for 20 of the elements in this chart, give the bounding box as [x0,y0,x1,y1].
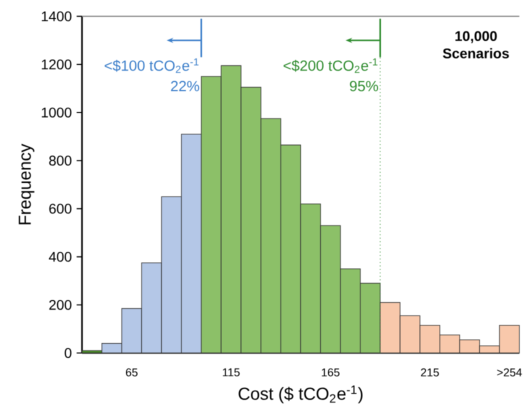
y-tick-label: 0 [64,348,72,358]
x-tick-label: 215 [420,368,439,376]
y-tick-label: 400 [48,252,72,262]
y-tick-label: 600 [49,204,72,214]
annotation: 95% [350,80,378,92]
y-tick-label: 200 [49,300,72,310]
y-axis-title: Frequency [18,144,34,224]
y-tick-label: 1400 [42,11,72,22]
x-tick-label: 65 [126,368,138,376]
ref-line-label: <$200 tCO$_{2}$e$^{-1}$ [284,58,378,73]
x-tick-label: 115 [222,368,240,376]
x-axis-title: Cost ($ tCO$_{2}$e$^{-1}$) [238,386,362,404]
annotation: 22% [171,80,200,92]
ref-line-label: <$100 tCO$_{2}$e$^{-1}$ [104,58,199,73]
annotation: 10,000 Scenarios [442,31,509,58]
y-tick-label: 1200 [42,59,72,70]
x-tick-label: >254 [497,368,522,376]
y-tick-label: 1000 [42,108,72,118]
x-tick-label: 165 [322,368,340,376]
y-tick-label: 800 [49,156,72,166]
